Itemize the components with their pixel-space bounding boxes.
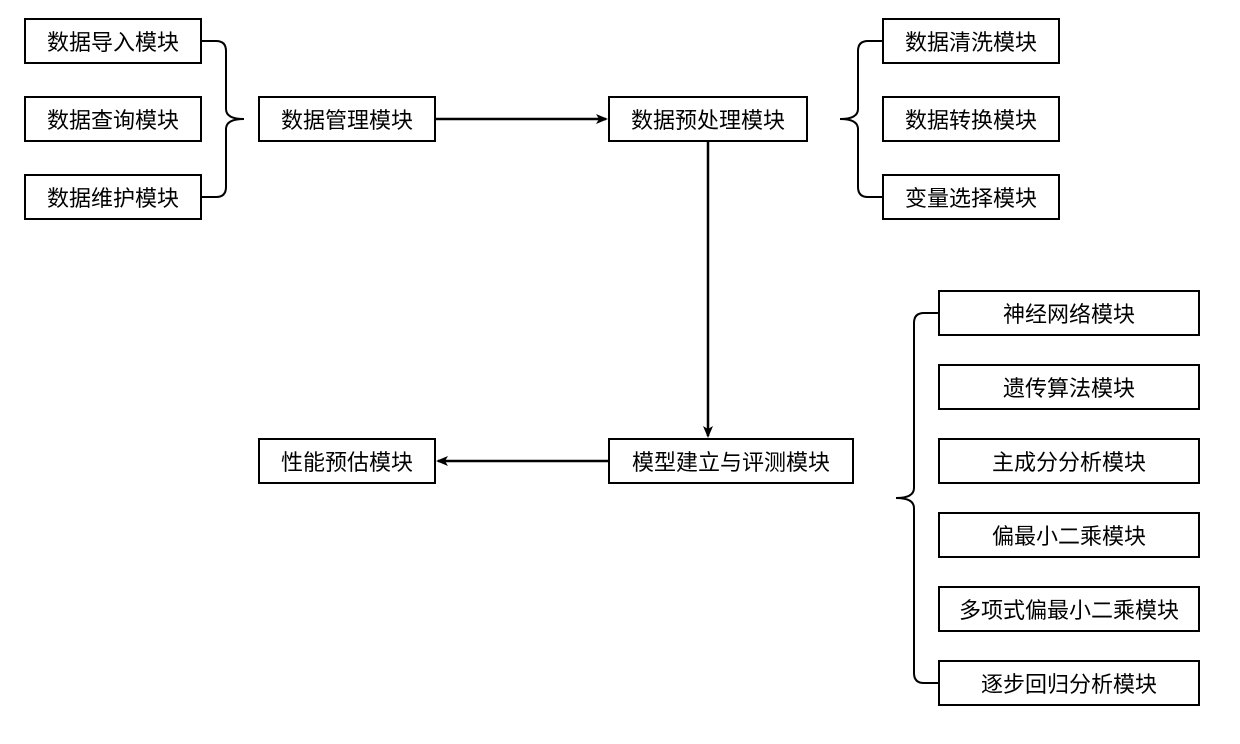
node-data-import: 数据导入模块 — [24, 18, 202, 64]
node-model-eval: 模型建立与评测模块 — [608, 438, 854, 484]
node-pca: 主成分分析模块 — [938, 438, 1200, 484]
node-var-select: 变量选择模块 — [882, 174, 1060, 220]
node-nn: 神经网络模块 — [938, 290, 1200, 336]
node-data-query: 数据查询模块 — [24, 96, 202, 142]
node-perf-pred: 性能预估模块 — [258, 438, 436, 484]
node-stepreg: 逐步回归分析模块 — [938, 660, 1200, 706]
node-data-preproc: 数据预处理模块 — [608, 96, 808, 142]
node-ga: 遗传算法模块 — [938, 364, 1200, 410]
node-pls: 偏最小二乘模块 — [938, 512, 1200, 558]
node-data-manage: 数据管理模块 — [258, 96, 436, 142]
node-data-maintain: 数据维护模块 — [24, 174, 202, 220]
node-data-trans: 数据转换模块 — [882, 96, 1060, 142]
node-ppls: 多项式偏最小二乘模块 — [938, 586, 1200, 632]
node-data-clean: 数据清洗模块 — [882, 18, 1060, 64]
